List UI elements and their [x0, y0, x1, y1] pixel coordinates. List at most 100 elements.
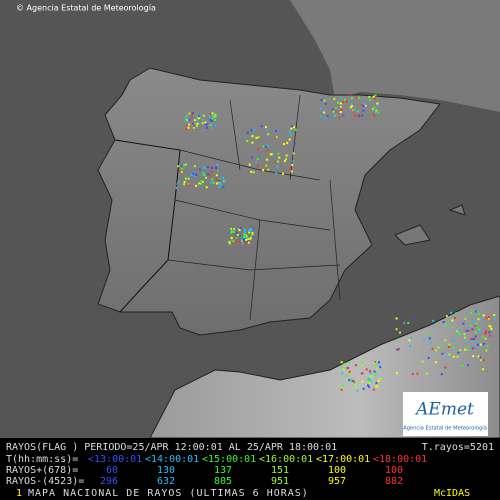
- strike: [371, 108, 374, 111]
- strike: [264, 145, 267, 148]
- negative-count: 957: [328, 476, 346, 487]
- strike: [198, 116, 201, 119]
- strike: [213, 125, 216, 128]
- strike: [232, 230, 235, 233]
- strike: [452, 355, 455, 358]
- total: T.rayos=5201: [422, 442, 494, 453]
- strike: [398, 348, 400, 351]
- strike: [294, 128, 297, 131]
- strike: [267, 168, 270, 171]
- strike: [214, 119, 216, 121]
- strike: [282, 143, 285, 146]
- strike: [342, 368, 345, 371]
- strike: [375, 364, 377, 366]
- strike: [250, 236, 253, 239]
- strike: [256, 165, 259, 168]
- strike: [216, 182, 218, 185]
- strike: [487, 316, 490, 319]
- strike: [379, 366, 382, 369]
- strike: [214, 113, 217, 116]
- strike: [470, 311, 472, 314]
- strike: [197, 117, 200, 120]
- footer-title: MAPA NACIONAL DE RAYOS (ULTIMAS 6 HORAS): [28, 488, 309, 499]
- strike: [396, 372, 398, 375]
- border: [114, 139, 181, 313]
- strike: [444, 366, 447, 369]
- strike: [209, 113, 212, 116]
- strike: [235, 240, 238, 243]
- logo-name: AEmet: [414, 400, 474, 420]
- strike: [210, 181, 213, 184]
- strike: [175, 186, 178, 189]
- strike: [291, 163, 294, 166]
- strike: [362, 387, 365, 390]
- strike: [477, 355, 480, 358]
- strike: [470, 349, 473, 352]
- strike: [231, 241, 234, 244]
- strike: [346, 366, 349, 369]
- strike: [243, 241, 245, 244]
- strike: [473, 310, 476, 313]
- strike: [214, 115, 217, 118]
- lightning: [175, 93, 497, 392]
- strike: [230, 231, 233, 234]
- strike: [248, 163, 251, 166]
- strike: [182, 164, 185, 167]
- strike: [363, 103, 366, 106]
- strike: [339, 111, 342, 113]
- strike: [253, 128, 256, 131]
- strike: [230, 230, 233, 233]
- strike: [378, 363, 381, 365]
- strike: [276, 160, 279, 163]
- strike: [369, 379, 372, 382]
- strike: [352, 109, 355, 112]
- strike: [379, 377, 382, 380]
- strike: [369, 372, 372, 374]
- strike: [243, 230, 246, 233]
- logo: AEmet Agencia Estatal de Meteorología: [403, 392, 488, 436]
- strike: [185, 177, 187, 180]
- strike: [250, 129, 253, 132]
- strike: [195, 174, 198, 176]
- positive-count: 60: [106, 465, 118, 476]
- strike: [276, 165, 279, 168]
- strike: [448, 345, 450, 348]
- strike: [471, 328, 474, 331]
- strike: [450, 311, 452, 314]
- strike: [292, 126, 295, 129]
- strike: [274, 130, 277, 132]
- strike: [251, 135, 254, 138]
- strike: [488, 325, 491, 327]
- strike: [257, 136, 260, 139]
- strike: [257, 147, 260, 150]
- strike: [239, 235, 242, 238]
- strike: [265, 164, 268, 167]
- strike: [341, 386, 344, 389]
- strike: [395, 317, 398, 320]
- strike: [448, 343, 451, 346]
- strike: [247, 241, 250, 244]
- strike: [464, 348, 467, 351]
- strike: [275, 172, 278, 175]
- strike: [489, 334, 492, 337]
- strike: [332, 110, 335, 113]
- strike: [459, 349, 462, 352]
- strike: [256, 158, 259, 160]
- strike: [451, 319, 454, 322]
- strike: [210, 170, 213, 173]
- strike: [324, 102, 327, 105]
- strike: [374, 97, 376, 100]
- strike: [265, 129, 268, 132]
- strike: [361, 114, 364, 117]
- info-panel: [0, 438, 500, 500]
- strike: [283, 160, 286, 163]
- strike: [275, 161, 278, 164]
- strike: [207, 173, 210, 176]
- strike: [366, 378, 369, 381]
- strike: [482, 314, 485, 317]
- strike: [488, 331, 491, 334]
- strike: [218, 179, 221, 182]
- strike: [183, 181, 186, 184]
- strike: [458, 333, 461, 336]
- positive-label: RAYOS+(678)=: [6, 465, 78, 476]
